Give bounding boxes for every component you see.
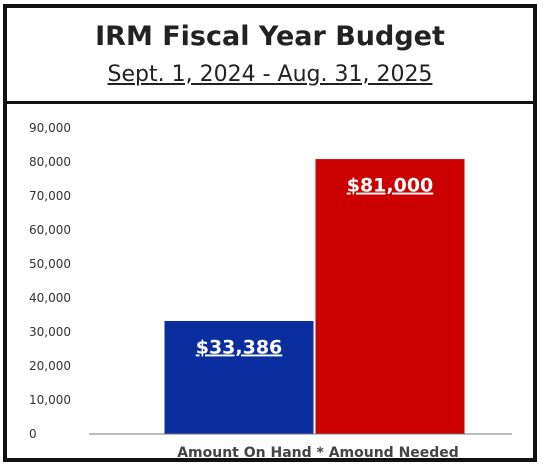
chart-subtitle: Sept. 1, 2024 - Aug. 31, 2025 [7, 62, 533, 87]
y-tick-label: 90,000 [29, 121, 71, 135]
chart-frame: IRM Fiscal Year Budget Sept. 1, 2024 - A… [3, 4, 537, 462]
y-tick-label: 80,000 [29, 155, 71, 169]
y-tick-label: 10,000 [29, 393, 71, 407]
chart-title: IRM Fiscal Year Budget [7, 21, 533, 52]
bar-data-label: $33,386 [196, 336, 283, 358]
y-tick-label: 20,000 [29, 359, 71, 373]
bar-amount-needed [315, 159, 465, 434]
y-tick-label: 50,000 [29, 257, 71, 271]
bar-chart: 0 10,000 20,000 30,000 40,000 50,000 60,000 70,… [7, 104, 533, 458]
y-tick-label: 30,000 [29, 325, 71, 339]
bar-data-label: $81,000 [347, 175, 434, 197]
x-axis-label: Amount On Hand * Amound Needed [177, 445, 459, 458]
chart-header: IRM Fiscal Year Budget Sept. 1, 2024 - A… [7, 8, 533, 104]
y-tick-label: 60,000 [29, 223, 71, 237]
y-tick-label: 40,000 [29, 291, 71, 305]
y-tick-label: 70,000 [29, 189, 71, 203]
y-tick-label: 0 [29, 427, 37, 441]
